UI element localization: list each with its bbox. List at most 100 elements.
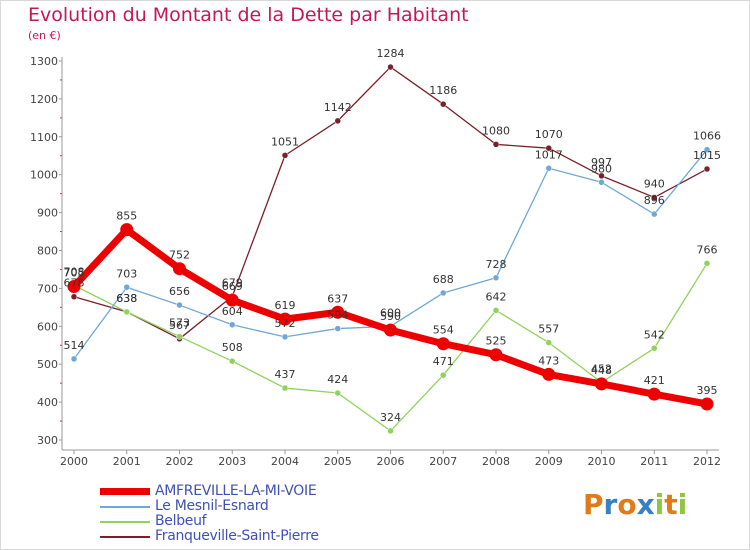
data-label: 1080 — [482, 124, 510, 137]
data-label: 1017 — [535, 148, 563, 161]
data-point — [281, 152, 289, 159]
chart-title: Evolution du Montant de la Dette par Hab… — [28, 4, 469, 26]
data-point — [492, 307, 500, 314]
data-label: 766 — [697, 243, 718, 256]
x-tick-label: 2012 — [693, 455, 721, 468]
data-label: 669 — [222, 280, 243, 293]
x-tick-label: 2008 — [482, 455, 510, 468]
series-points — [67, 63, 714, 435]
logo-letter: i — [654, 488, 665, 521]
y-tick-label: 600 — [37, 320, 58, 333]
y-tick-label: 1100 — [30, 131, 58, 144]
data-point — [70, 355, 78, 363]
logo-letter: o — [617, 488, 637, 521]
data-label: 324 — [380, 411, 401, 424]
data-label: 1066 — [693, 130, 721, 143]
data-label: 896 — [644, 194, 665, 207]
data-point — [545, 144, 552, 152]
data-label: 604 — [222, 305, 243, 318]
data-label: 679 — [222, 276, 243, 289]
x-tick-label: 2005 — [324, 455, 352, 468]
data-label: 508 — [222, 341, 243, 354]
data-label: 637 — [327, 292, 348, 305]
data-point — [225, 293, 239, 307]
x-tick-label: 2003 — [218, 455, 246, 468]
x-tick-label: 2004 — [271, 455, 299, 468]
data-point — [651, 194, 658, 201]
data-label: 728 — [486, 258, 507, 271]
data-label: 1070 — [535, 128, 563, 141]
data-point — [176, 301, 183, 309]
x-tick-label: 2000 — [60, 455, 88, 468]
data-point — [492, 141, 500, 148]
x-tick-label: 2001 — [113, 455, 141, 468]
data-label: 542 — [644, 328, 665, 341]
data-point — [440, 289, 447, 297]
y-tick-label: 1300 — [30, 55, 58, 68]
data-label: 1015 — [693, 149, 721, 162]
data-label: 421 — [644, 374, 665, 387]
data-point — [229, 357, 236, 365]
legend-label: Belbeuf — [155, 513, 207, 529]
logo-letter: P — [583, 488, 604, 521]
data-label: 573 — [169, 317, 190, 330]
data-label: 448 — [591, 364, 612, 377]
data-label: 855 — [116, 210, 137, 223]
logo-letter: t — [664, 488, 678, 521]
data-label: 1051 — [271, 135, 299, 148]
data-label: 940 — [644, 177, 665, 190]
proxiti-logo: Proxiti — [583, 488, 687, 521]
data-point — [700, 397, 714, 411]
y-tick-label: 300 — [37, 434, 58, 447]
y-tick-label: 1000 — [30, 169, 58, 182]
y-tick-label: 700 — [37, 282, 58, 295]
data-label: 642 — [486, 290, 507, 303]
x-tick-label: 2007 — [429, 455, 457, 468]
data-label: 656 — [169, 285, 190, 298]
chart-subtitle: (en €) — [28, 29, 61, 42]
data-point — [703, 260, 711, 267]
data-point — [545, 339, 552, 346]
data-label: 600 — [380, 306, 401, 319]
legend-swatch — [100, 536, 150, 538]
data-point — [176, 333, 183, 340]
legend-swatch — [100, 506, 150, 508]
data-label: 678 — [64, 277, 85, 290]
data-point — [542, 367, 556, 381]
y-tick-label: 800 — [37, 245, 58, 258]
axes: 300 400 500 600 700 800 900 1000 1100 1200 1300 200… — [30, 55, 721, 468]
data-point — [123, 284, 130, 291]
data-point — [440, 100, 447, 108]
data-point — [545, 165, 552, 172]
data-label: 594 — [327, 309, 348, 322]
data-point — [436, 337, 450, 351]
data-label: 473 — [538, 354, 559, 367]
data-label: 567 — [169, 319, 190, 332]
data-point — [334, 325, 341, 332]
data-point — [387, 63, 394, 71]
x-tick-label: 2009 — [535, 455, 563, 468]
data-label: 572 — [275, 317, 296, 330]
logo-letter: x — [636, 488, 655, 521]
data-point — [440, 371, 447, 379]
data-point — [703, 165, 711, 173]
data-label: 395 — [697, 384, 718, 397]
data-label: 980 — [591, 162, 612, 175]
data-label: 437 — [275, 368, 296, 381]
data-point — [123, 308, 130, 316]
data-point — [229, 321, 236, 329]
data-point — [387, 427, 394, 435]
legend-label: Franqueville-Saint-Pierre — [155, 528, 319, 544]
legend-swatch — [100, 488, 150, 495]
data-point — [595, 377, 608, 391]
logo-letter: r — [603, 488, 618, 521]
data-point — [703, 146, 711, 153]
data-point — [120, 223, 134, 237]
x-tick-label: 2010 — [588, 455, 616, 468]
data-label: 1142 — [324, 101, 352, 114]
x-tick-label: 2011 — [640, 455, 668, 468]
y-tick-label: 400 — [37, 396, 58, 409]
data-label: 471 — [433, 355, 454, 368]
data-label: 514 — [64, 339, 85, 352]
legend-label: AMFREVILLE-LA-MI-VOIE — [155, 483, 317, 499]
